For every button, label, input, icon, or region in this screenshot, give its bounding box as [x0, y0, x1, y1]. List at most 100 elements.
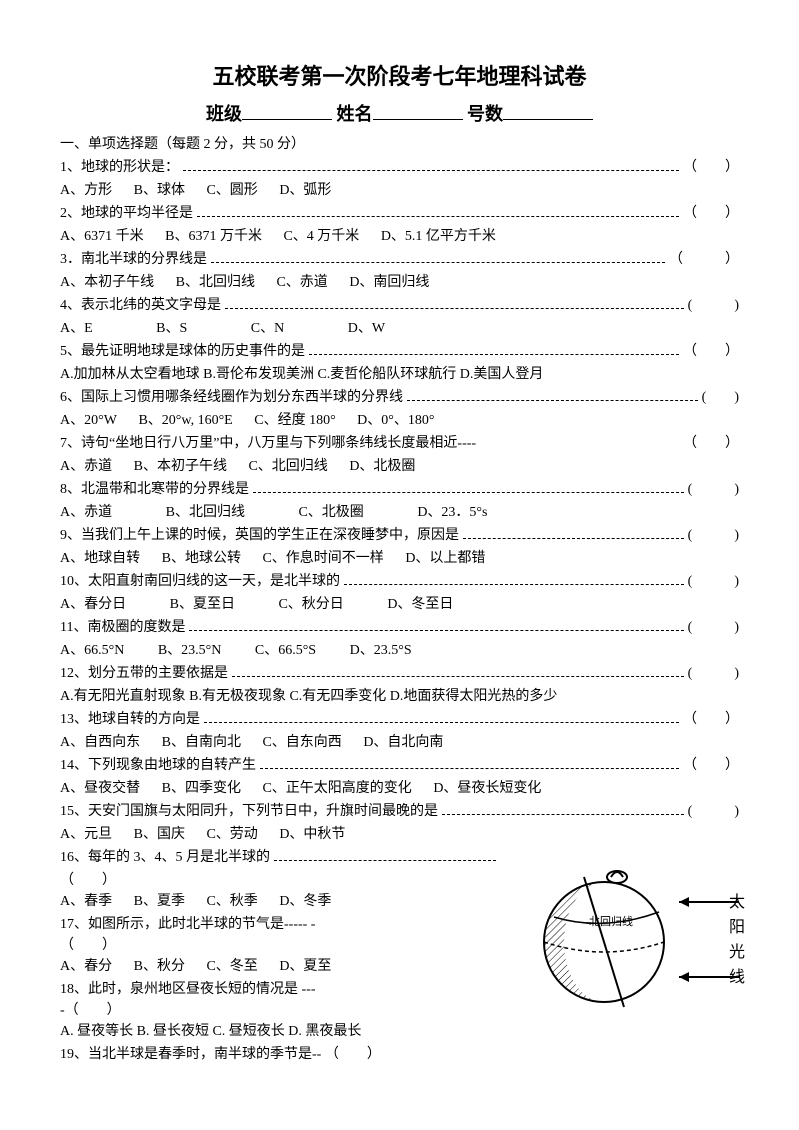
- q4-stem-line: 4、表示北纬的英文字母是 ( ): [60, 295, 739, 316]
- dash-filler: [309, 346, 679, 355]
- q6-stem-line: 6、国际上习惯用哪条经线圈作为划分东西半球的分界线 ( ): [60, 387, 739, 408]
- q14-opt-c: C、正午太阳高度的变化: [262, 778, 411, 799]
- q4-opt-a: A、E: [60, 318, 93, 339]
- answer-paren: ( ): [688, 801, 739, 822]
- q2-stem: 2、地球的平均半径是: [60, 203, 193, 224]
- class-blank[interactable]: [242, 101, 332, 120]
- q3-opt-d: D、南回归线: [349, 272, 429, 293]
- q11-stem: 11、南极圈的度数是: [60, 617, 185, 638]
- q7-stem-line: 7、诗句“坐地日行八万里”中，八万里与下列哪条纬线长度最相近---- （ ）: [60, 433, 739, 454]
- q17-opt-b: B、秋分: [134, 956, 185, 977]
- dash-filler: [463, 530, 684, 539]
- q17-opt-a: A、春分: [60, 956, 112, 977]
- q12-options: A.有无阳光直射现象 B.有无极夜现象 C.有无四季变化 D.地面获得太阳光热的…: [60, 686, 739, 707]
- q2-opt-a: A、6371 千米: [60, 226, 144, 247]
- number-blank[interactable]: [503, 101, 593, 120]
- number-label: 号数: [467, 104, 503, 124]
- name-blank[interactable]: [373, 101, 463, 120]
- q6-options: A、20°W B、20°w, 160°E C、经度 180° D、0°、180°: [60, 410, 739, 431]
- q14-opt-a: A、昼夜交替: [60, 778, 140, 799]
- q16-options: A、春季 B、夏季 C、秋季 D、冬季: [60, 891, 500, 912]
- q2-stem-line: 2、地球的平均半径是 （ ）: [60, 203, 739, 224]
- answer-paren: （ ）: [683, 157, 739, 178]
- q1-options: A、方形 B、球体 C、圆形 D、弧形: [60, 180, 739, 201]
- answer-paren: （ ）: [683, 203, 739, 224]
- q10-opt-b: B、夏至日: [170, 594, 235, 615]
- q3-opt-a: A、本初子午线: [60, 272, 154, 293]
- q16-opt-a: A、春季: [60, 891, 112, 912]
- q11-opt-a: A、66.5°N: [60, 640, 124, 661]
- q13-stem-line: 13、地球自转的方向是 （ ）: [60, 709, 739, 730]
- answer-paren: ( ): [688, 525, 739, 546]
- q11-opt-c: C、66.5°S: [255, 640, 316, 661]
- dash-filler: [232, 668, 684, 677]
- answer-paren: ( ): [702, 387, 739, 408]
- q1-opt-d: D、弧形: [279, 180, 331, 201]
- q9-opt-d: D、以上都错: [405, 548, 485, 569]
- q13-options: A、自西向东 B、自南向北 C、自东向西 D、自北向南: [60, 732, 739, 753]
- q5-opts-all: A.加加林从太空看地球 B.哥伦布发现美洲 C.麦哲伦船队环球航行 D.美国人登…: [60, 364, 543, 385]
- q11-stem-line: 11、南极圈的度数是 ( ): [60, 617, 739, 638]
- q7-opt-c: C、北回归线: [248, 456, 327, 477]
- q5-options: A.加加林从太空看地球 B.哥伦布发现美洲 C.麦哲伦船队环球航行 D.美国人登…: [60, 364, 739, 385]
- sun-label-1: 太: [729, 893, 745, 911]
- q16-stem: 16、每年的 3、4、5 月是北半球的: [60, 847, 270, 868]
- dash-filler: [225, 300, 684, 309]
- q19-stem: 19、当北半球是春季时，南半球的季节是--: [60, 1047, 321, 1062]
- q16-opt-d: D、冬季: [279, 891, 331, 912]
- q13-opt-d: D、自北向南: [363, 732, 443, 753]
- q14-stem: 14、下列现象由地球的自转产生: [60, 755, 256, 776]
- q12-opts-all: A.有无阳光直射现象 B.有无极夜现象 C.有无四季变化 D.地面获得太阳光热的…: [60, 686, 557, 707]
- q10-stem-line: 10、太阳直射南回归线的这一天，是北半球的 ( ): [60, 571, 739, 592]
- dash-filler: [253, 484, 684, 493]
- section-1-header: 一、单项选择题（每题 2 分，共 50 分）: [60, 134, 739, 155]
- q1-opt-c: C、圆形: [206, 180, 257, 201]
- answer-paren: ( ): [688, 663, 739, 684]
- q13-opt-b: B、自南向北: [162, 732, 241, 753]
- q14-opt-d: D、昼夜长短变化: [433, 778, 541, 799]
- dash-filler: [442, 806, 684, 815]
- q12-stem: 12、划分五带的主要依据是: [60, 663, 228, 684]
- q9-opt-b: B、地球公转: [162, 548, 241, 569]
- sun-label-4: 线: [729, 968, 745, 986]
- q19-stem-line: 19、当北半球是春季时，南半球的季节是-- （ ）: [60, 1044, 739, 1065]
- q7-options: A、赤道 B、本初子午线 C、北回归线 D、北极圈: [60, 456, 739, 477]
- q8-opt-c: C、北极圈: [298, 502, 363, 523]
- dash-filler: [260, 760, 679, 769]
- q7-opt-b: B、本初子午线: [134, 456, 227, 477]
- q9-stem: 9、当我们上午上课的时候，英国的学生正在深夜睡梦中，原因是: [60, 525, 459, 546]
- q11-opt-b: B、23.5°N: [158, 640, 222, 661]
- q6-opt-d: D、0°、180°: [357, 410, 434, 431]
- q12-stem-line: 12、划分五带的主要依据是 ( ): [60, 663, 739, 684]
- answer-paren: （ ）: [683, 341, 739, 362]
- class-label: 班级: [206, 104, 242, 124]
- q3-stem-line: 3．南北半球的分界线是 （ ）: [60, 249, 739, 270]
- q13-opt-a: A、自西向东: [60, 732, 140, 753]
- exam-title: 五校联考第一次阶段考七年地理科试卷: [60, 60, 739, 93]
- q1-stem: 1、地球的形状是：: [60, 157, 179, 178]
- q8-opt-d: D、23．5°s: [417, 502, 487, 523]
- q6-opt-a: A、20°W: [60, 410, 117, 431]
- answer-paren: ( ): [688, 295, 739, 316]
- q17-options: A、春分 B、秋分 C、冬至 D、夏至: [60, 956, 500, 977]
- q14-options: A、昼夜交替 B、四季变化 C、正午太阳高度的变化 D、昼夜长短变化: [60, 778, 739, 799]
- q1-opt-a: A、方形: [60, 180, 112, 201]
- q17-opt-c: C、冬至: [206, 956, 257, 977]
- q1-stem-line: 1、地球的形状是： （ ）: [60, 157, 739, 178]
- earth-diagram: 北回归线 太 阳 光 线: [529, 847, 749, 1027]
- q10-options: A、春分日 B、夏至日 C、秋分日 D、冬至日: [60, 594, 739, 615]
- q13-opt-c: C、自东向西: [262, 732, 341, 753]
- q6-opt-c: C、经度 180°: [254, 410, 335, 431]
- q10-opt-c: C、秋分日: [278, 594, 343, 615]
- dash-filler: [407, 392, 698, 401]
- q15-options: A、元旦 B、国庆 C、劳动 D、中秋节: [60, 824, 739, 845]
- dash-filler: [189, 622, 683, 631]
- q15-stem: 15、天安门国旗与太阳同升，下列节日中，升旗时间最晚的是: [60, 801, 438, 822]
- q17-opt-d: D、夏至: [279, 956, 331, 977]
- dash-filler: [204, 714, 679, 723]
- q9-opt-a: A、地球自转: [60, 548, 140, 569]
- q17-stem: 17、如图所示，此时北半球的节气是----- -: [60, 914, 500, 935]
- q8-opt-a: A、赤道: [60, 502, 112, 523]
- q2-opt-b: B、6371 万千米: [165, 226, 262, 247]
- q9-stem-line: 9、当我们上午上课的时候，英国的学生正在深夜睡梦中，原因是 ( ): [60, 525, 739, 546]
